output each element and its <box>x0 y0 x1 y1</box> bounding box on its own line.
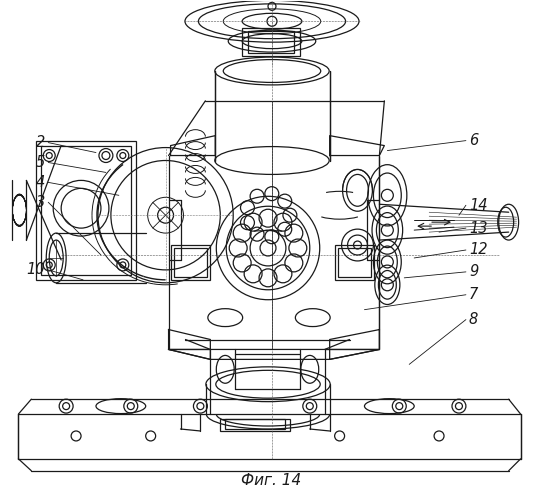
Text: Фиг. 14: Фиг. 14 <box>241 473 301 488</box>
Text: 5: 5 <box>36 155 45 170</box>
Bar <box>220 419 290 431</box>
Bar <box>36 140 136 280</box>
Text: 3: 3 <box>36 195 45 210</box>
Text: 13: 13 <box>469 220 487 236</box>
Bar <box>338 248 372 277</box>
Text: 9: 9 <box>469 264 478 280</box>
Bar <box>335 245 374 280</box>
Bar <box>248 31 294 53</box>
Bar <box>174 248 207 277</box>
Bar <box>225 419 285 429</box>
Bar <box>242 28 300 56</box>
Bar <box>170 245 210 280</box>
Text: 7: 7 <box>469 287 478 302</box>
Text: 14: 14 <box>469 198 487 213</box>
Text: 10: 10 <box>27 262 45 278</box>
Text: 8: 8 <box>469 312 478 327</box>
Text: 12: 12 <box>469 242 487 258</box>
Bar <box>41 146 131 275</box>
Text: 6: 6 <box>469 133 478 148</box>
Text: 2: 2 <box>36 135 45 150</box>
Text: 4: 4 <box>36 175 45 190</box>
